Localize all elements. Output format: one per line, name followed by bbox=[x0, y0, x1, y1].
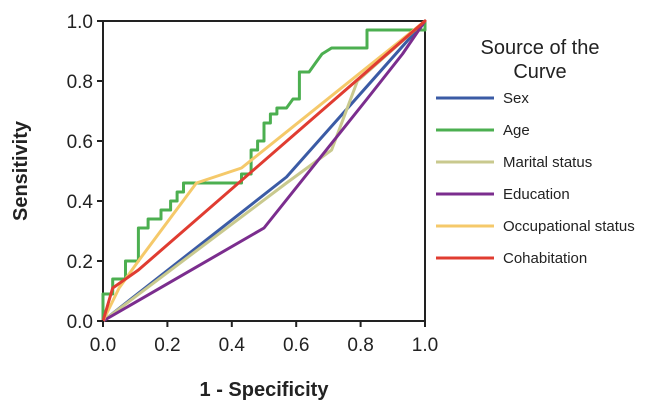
series-line-occupational-status bbox=[101, 19, 427, 323]
y-tick-label: 1.0 bbox=[67, 12, 93, 33]
y-axis: 0.0 0.2 0.4 0.6 0.8 1.0 bbox=[67, 12, 103, 333]
x-tick-label: 0.0 bbox=[90, 335, 116, 356]
legend-item-marital-status: Marital status bbox=[436, 154, 592, 171]
legend-label: Education bbox=[503, 186, 570, 203]
plot-frame bbox=[102, 20, 426, 322]
x-tick-label: 0.6 bbox=[283, 335, 309, 356]
legend-item-cohabitation: Cohabitation bbox=[436, 250, 587, 267]
legend-title: Source of the Curve bbox=[481, 37, 600, 83]
x-tick-label: 1.0 bbox=[412, 335, 438, 356]
x-axis: 0.0 0.2 0.4 0.6 0.8 1.0 bbox=[90, 321, 438, 356]
legend-label: Cohabitation bbox=[503, 250, 587, 267]
y-tick-label: 0.0 bbox=[67, 312, 93, 333]
series-line-cohabitation bbox=[101, 19, 427, 323]
x-tick-label: 0.8 bbox=[347, 335, 373, 356]
y-tick-label: 0.2 bbox=[67, 252, 93, 273]
y-tick-label: 0.4 bbox=[67, 192, 94, 213]
legend-item-sex: Sex bbox=[436, 90, 529, 107]
legend-label: Age bbox=[503, 122, 530, 139]
series-line-sex bbox=[101, 19, 427, 323]
x-tick-label: 0.4 bbox=[219, 335, 246, 356]
legend-label: Marital status bbox=[503, 154, 592, 171]
legend-items: Sex Age Marital status Education Occupationa… bbox=[436, 90, 635, 267]
legend-item-occupational-status: Occupational status bbox=[436, 218, 635, 235]
legend-label: Sex bbox=[503, 90, 529, 107]
series-line-marital-status bbox=[101, 19, 427, 323]
x-tick-label: 0.2 bbox=[154, 335, 180, 356]
series-line-age bbox=[101, 19, 427, 323]
y-tick-label: 0.8 bbox=[67, 72, 93, 93]
legend: Source of the Curve Sex Age Marital status E… bbox=[436, 37, 635, 267]
x-axis-title: 1 - Specificity bbox=[200, 379, 330, 401]
y-tick-label: 0.6 bbox=[67, 132, 93, 153]
series-layer bbox=[101, 19, 427, 323]
y-axis-title: Sensitivity bbox=[10, 120, 32, 221]
legend-item-education: Education bbox=[436, 186, 570, 203]
plot-area bbox=[101, 19, 427, 323]
legend-item-age: Age bbox=[436, 122, 530, 139]
legend-label: Occupational status bbox=[503, 218, 635, 235]
series-line-education bbox=[101, 19, 427, 323]
